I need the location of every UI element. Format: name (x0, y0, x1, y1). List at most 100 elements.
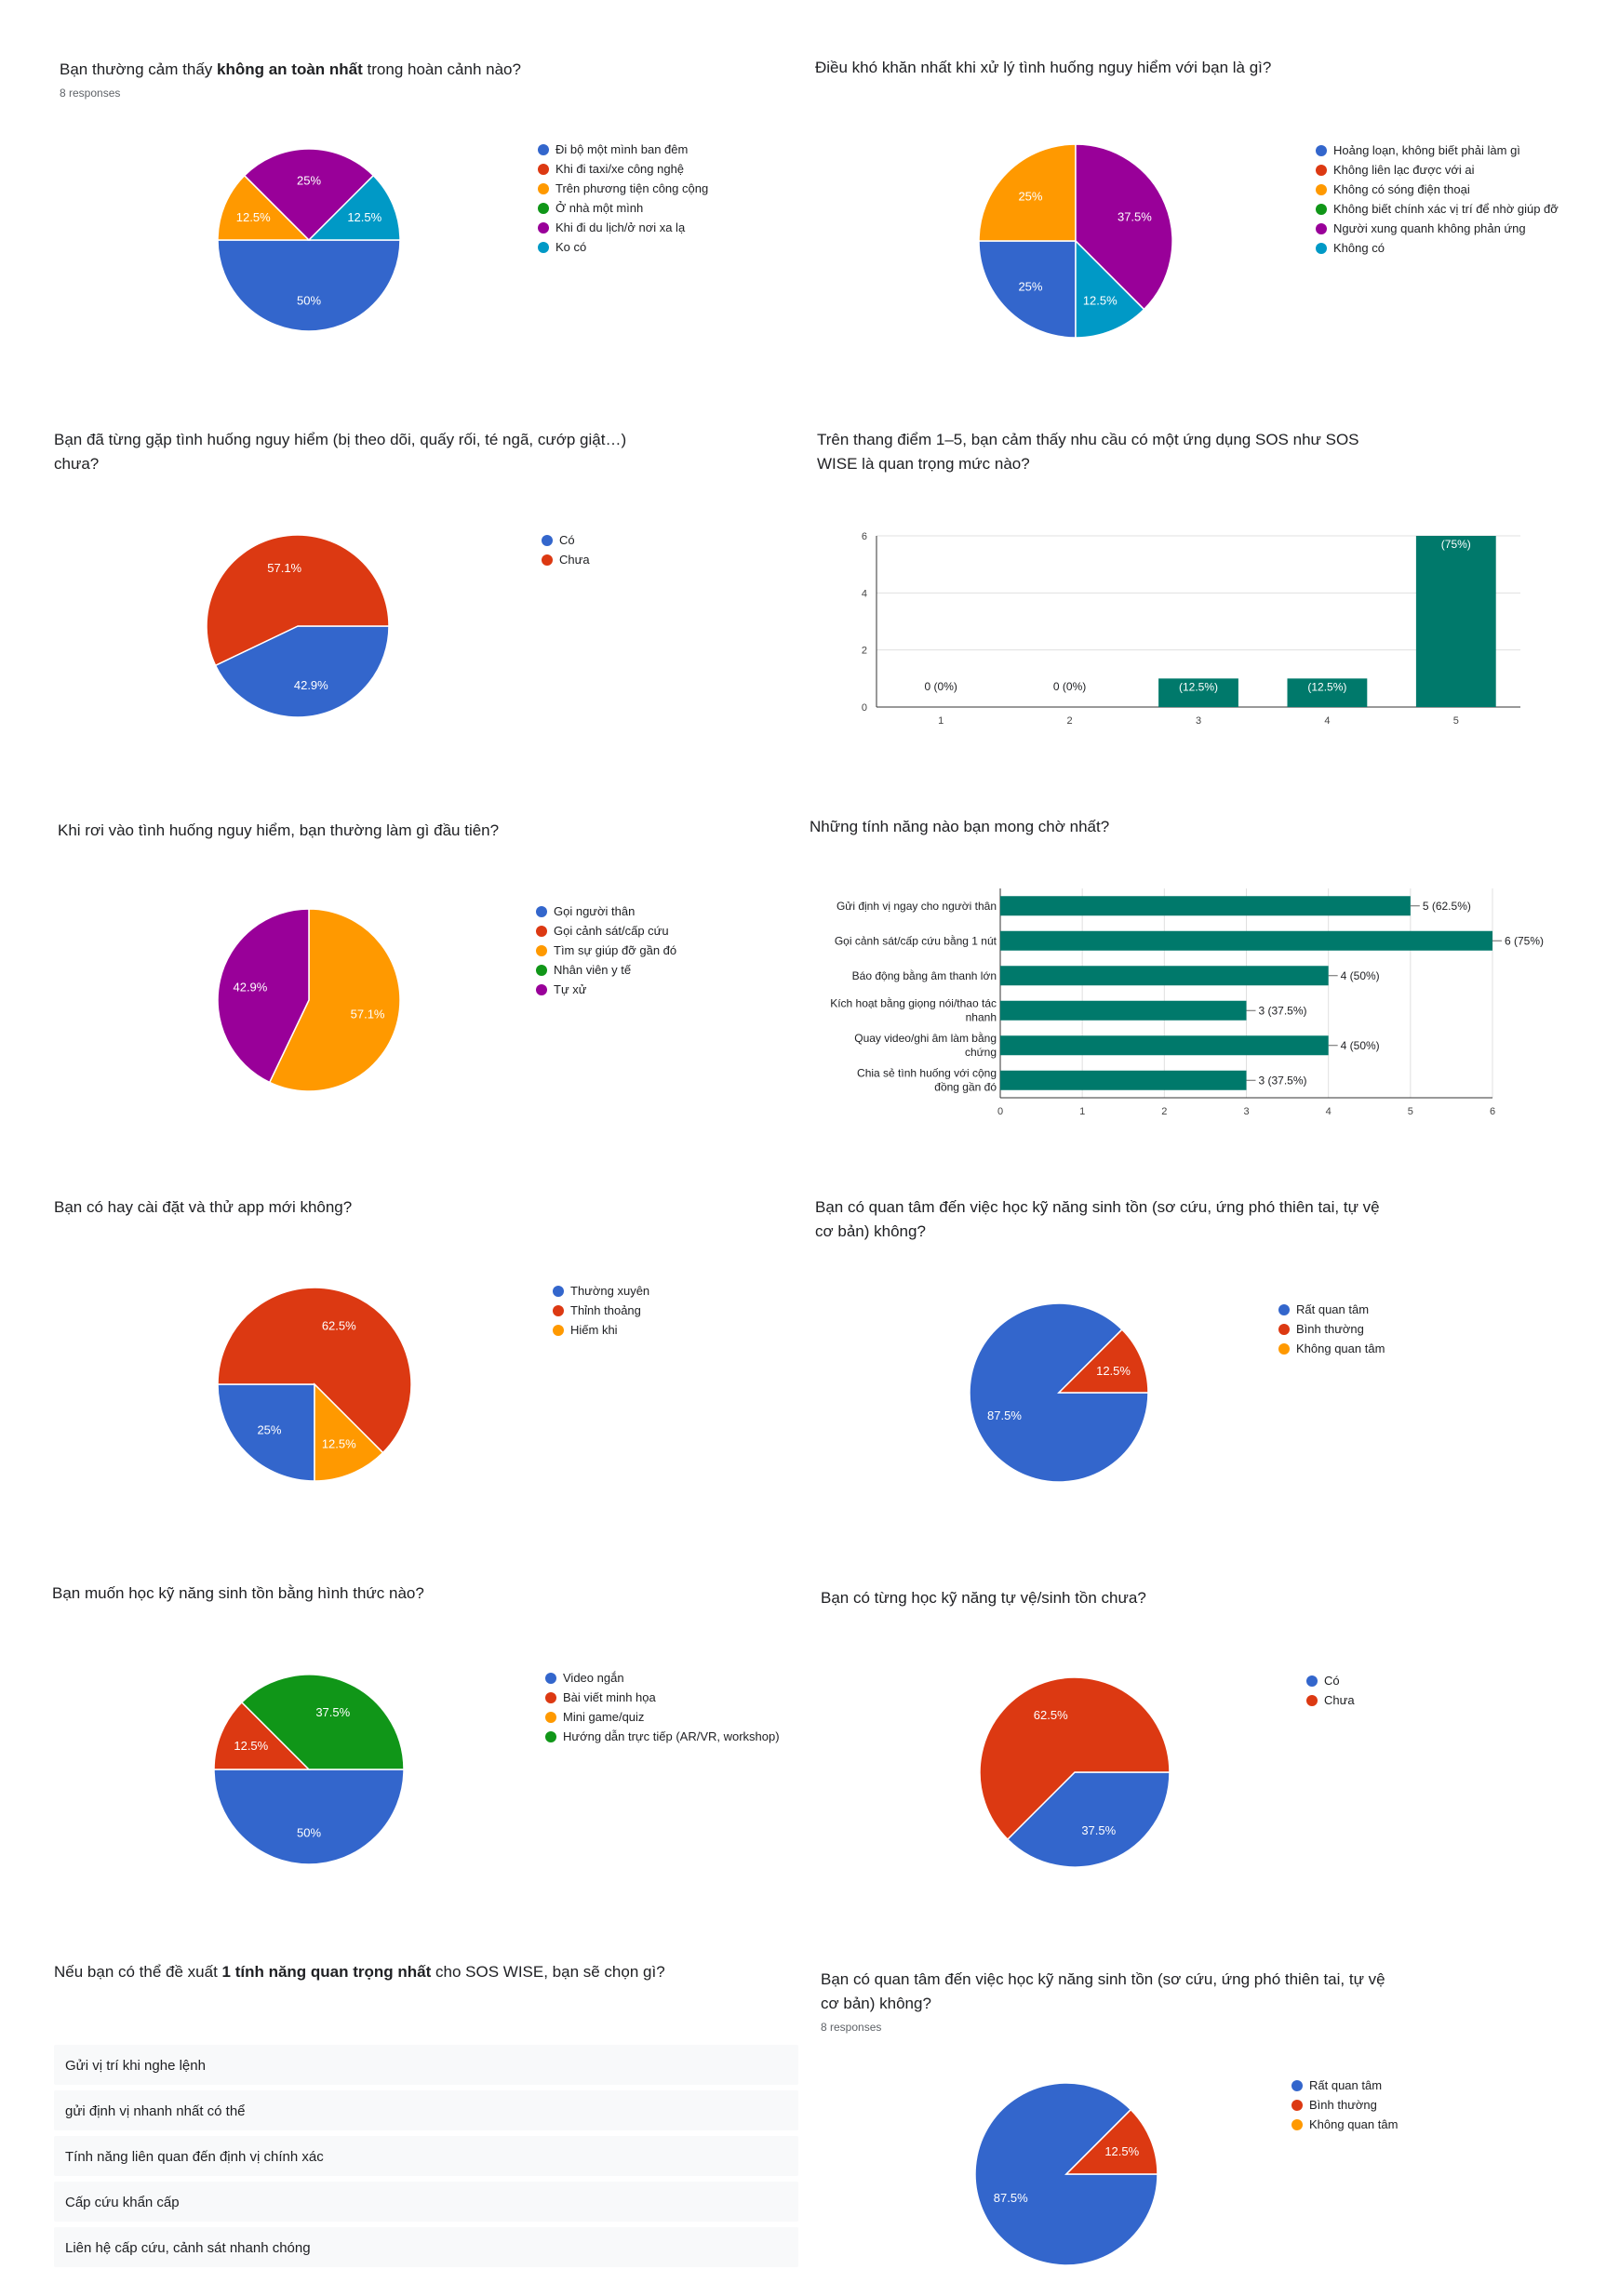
bar (1000, 896, 1411, 916)
pie-slice (978, 240, 1077, 339)
legend-item: Hiếm khi (570, 1323, 618, 1337)
legend-item: Thường xuyên (570, 1284, 649, 1298)
bar (1287, 678, 1368, 707)
legend-item: Video ngắn (563, 1671, 624, 1685)
question-title: Nếu bạn có thể đề xuất 1 tính năng quan … (54, 1963, 665, 1981)
question-title: Bạn muốn học kỹ năng sinh tồn bằng hình … (52, 1584, 424, 1602)
pie-slice (1057, 1328, 1149, 1394)
legend-item: Trên phương tiện công cộng (555, 181, 708, 195)
question-title: Những tính năng nào bạn mong chờ nhất? (810, 818, 1109, 835)
response-row (54, 2045, 798, 2085)
bar-chart: Trên thang điểm 1–5, bạn cảm thấy nhu cầ… (817, 431, 1520, 727)
legend-swatch (536, 926, 547, 937)
y-tick-label: 0 (862, 702, 867, 714)
response-text: Liên hệ cấp cứu, cảnh sát nhanh chóng (65, 2240, 311, 2256)
pie-chart: 25% 62.5% 12.5% Thường xuyên Thỉnh thoảng Hiế… (217, 1284, 649, 1482)
title-part: Nếu bạn có thể đề xuất (54, 1963, 222, 1981)
slice-label: 12.5% (322, 1436, 356, 1450)
legend-item: Bình thường (1296, 1322, 1364, 1336)
legend-item: Bình thường (1309, 2098, 1377, 2112)
data-label: 0 (0%) (925, 680, 957, 693)
x-tick-label: 2 (1067, 715, 1073, 727)
category-label: Gọi cảnh sát/cấp cứu bằng 1 nút (835, 933, 997, 947)
pie-slice (1075, 143, 1173, 311)
category-label: Chia sẻ tình huống với cộng (857, 1066, 997, 1079)
legend-swatch (1278, 1304, 1290, 1315)
question-title: Điều khó khăn nhất khi xử lý tình huống … (815, 59, 1271, 76)
legend-swatch (1316, 223, 1327, 234)
legend-swatch (538, 144, 549, 155)
legend-item: Hướng dẫn trực tiếp (AR/VR, workshop) (563, 1729, 780, 1743)
legend-item: Có (1324, 1674, 1340, 1688)
pie-slice (314, 1382, 384, 1482)
legend-swatch (1316, 204, 1327, 215)
pie-slice (213, 1769, 405, 1865)
category-label: Kích hoạt bằng giọng nói/thao tác (830, 995, 997, 1009)
pie-slice (217, 908, 310, 1084)
legend-item: Hoảng loạn, không biết phải làm gì (1333, 143, 1520, 157)
legend-item: Tự xử (554, 982, 587, 996)
data-label: 6 (75%) (1505, 934, 1544, 947)
response-row (54, 2090, 798, 2130)
pie-chart: 42.9% 57.1% Có Chưa (206, 533, 590, 718)
legend-item: Không biết chính xác vị trí để nhờ giúp … (1333, 202, 1559, 216)
y-tick-label: 4 (862, 588, 867, 599)
legend-swatch (1291, 2119, 1303, 2130)
data-label: (12.5%) (1179, 680, 1218, 693)
question-title-line: WISE là quan trọng mức nào? (817, 455, 1030, 473)
bar (1000, 1070, 1247, 1090)
data-label: 4 (50%) (1341, 1039, 1380, 1052)
question-title-line: cơ bản) không? (815, 1222, 926, 1240)
category-label: đồng gần đó (934, 1080, 997, 1093)
question-title-line: Trên thang điểm 1–5, bạn cảm thấy nhu cầ… (817, 431, 1359, 448)
legend-swatch (545, 1692, 556, 1703)
slice-label: 37.5% (1118, 210, 1152, 224)
slice-label: 62.5% (1034, 1708, 1068, 1722)
legend-swatch (538, 242, 549, 253)
legend-swatch (553, 1286, 564, 1297)
title-part: không an toàn nhất (217, 60, 363, 78)
x-tick-label: 5 (1408, 1106, 1413, 1117)
pie-slice (1075, 239, 1145, 339)
legend-swatch (545, 1712, 556, 1723)
slice-label: 57.1% (267, 561, 301, 575)
legend-swatch (536, 984, 547, 995)
title-part: 1 tính năng quan trọng nhất (222, 1963, 432, 1981)
legend-item: Có (559, 533, 575, 547)
pie-slice (243, 148, 375, 242)
legend-item: Đi bộ một mình ban đêm (555, 142, 688, 156)
pie-slice (217, 1287, 412, 1454)
pie-chart: 50% 12.5% 25% 12.5% Đi bộ một mình ban đêm Kh… (217, 142, 708, 332)
legend-swatch (1316, 184, 1327, 195)
response-count: 8 responses (60, 87, 120, 100)
slice-label: 25% (257, 1423, 281, 1437)
legend-swatch (545, 1731, 556, 1742)
legend-item: Thỉnh thoảng (570, 1303, 641, 1317)
category-label: Báo động bằng âm thanh lớn (852, 968, 997, 982)
data-label: (12.5%) (1307, 680, 1346, 693)
response-row (54, 2227, 798, 2267)
legend-item: Rất quan tâm (1309, 2078, 1382, 2092)
legend-swatch (1306, 1695, 1318, 1706)
slice-label: 12.5% (1096, 1364, 1131, 1378)
legend-swatch (1306, 1675, 1318, 1687)
pie-slice (217, 174, 311, 241)
pie-slice (1006, 1771, 1171, 1868)
slice-label: 37.5% (1081, 1823, 1116, 1837)
response-text: Cấp cứu khẩn cấp (65, 2195, 180, 2210)
response-count: 8 responses (821, 2021, 881, 2034)
question-title: Bạn thường cảm thấy không an toàn nhất t… (60, 60, 521, 78)
bar (1000, 1000, 1247, 1021)
legend-item: Tìm sự giúp đỡ gần đó (554, 943, 676, 957)
pie-slice (307, 174, 401, 241)
bar (1000, 966, 1329, 986)
response-text: Gửi vị trí khi nghe lệnh (65, 2058, 206, 2074)
slice-label: 62.5% (322, 1319, 356, 1333)
pie-slice (206, 534, 390, 667)
legend-item: Không có sóng điện thoại (1333, 182, 1470, 196)
data-label: 3 (37.5%) (1259, 1004, 1307, 1017)
pie-chart: 50% 12.5% 37.5% Video ngắn Bài viết minh họa… (213, 1671, 780, 1865)
legend-swatch (542, 554, 553, 566)
x-tick-label: 1 (938, 715, 944, 727)
